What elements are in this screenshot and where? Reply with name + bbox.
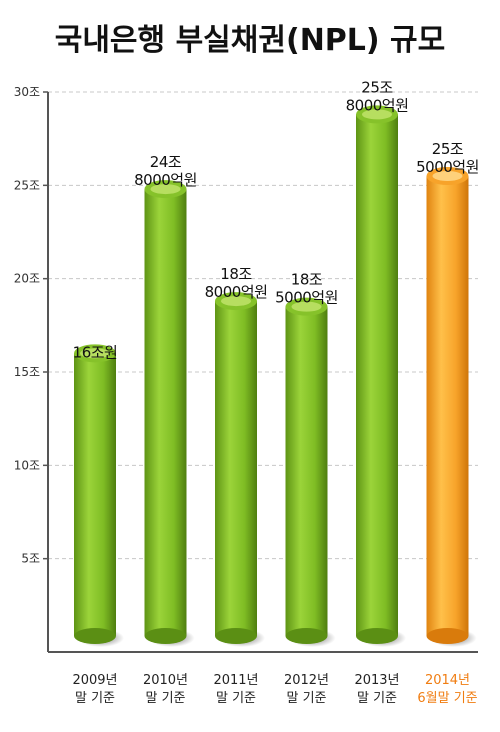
- y-tick-label: 25조: [14, 178, 40, 192]
- data-label: 24조: [150, 153, 182, 171]
- bars: [74, 105, 477, 647]
- bar-top-highlight: [80, 348, 110, 359]
- x-tick-label: 2013년: [354, 673, 399, 688]
- data-label: 5000억원: [416, 158, 479, 176]
- bar-5: [426, 167, 477, 647]
- data-labels: 16조원24조8000억원18조8000억원18조5000억원25조8000억원…: [73, 78, 480, 361]
- x-tick-label: 말 기준: [216, 691, 256, 706]
- bar-body: [74, 353, 116, 636]
- x-tick-label: 2014년: [425, 673, 470, 688]
- data-label: 8000억원: [346, 96, 409, 114]
- bar-1: [144, 180, 195, 647]
- bar-body: [144, 189, 187, 637]
- x-tick-label: 2010년: [143, 673, 188, 688]
- data-label: 18조: [220, 265, 252, 283]
- bar-bottom-cap: [426, 628, 469, 644]
- x-tick-label: 말 기준: [145, 691, 185, 706]
- bar-bottom-cap: [285, 628, 328, 644]
- bar-bottom-cap: [356, 628, 398, 644]
- x-tick-label: 2009년: [72, 673, 117, 688]
- bar-top-highlight: [432, 171, 463, 181]
- x-tick-label: 6월말 기준: [417, 691, 477, 706]
- bar-body: [285, 306, 328, 636]
- axes: 5조 10조 15조 20조 25조 30조: [14, 85, 478, 653]
- x-tick-label: 말 기준: [357, 691, 397, 706]
- data-label: 18조: [291, 271, 323, 289]
- bar-top-highlight: [150, 184, 181, 195]
- bar-bottom-cap: [74, 628, 116, 644]
- x-tick-label: 2011년: [213, 673, 258, 688]
- bar-3: [285, 297, 336, 647]
- bar-body: [356, 114, 398, 636]
- gridlines: [48, 91, 478, 560]
- data-label: 8000억원: [134, 171, 197, 189]
- bar-bottom-cap: [215, 628, 257, 644]
- x-tick-label: 2012년: [284, 673, 329, 688]
- y-tick-label: 15조: [14, 365, 40, 379]
- y-tick-label: 5조: [21, 552, 40, 566]
- bar-0: [74, 344, 124, 647]
- bar-top-highlight: [221, 296, 251, 307]
- bar-top-highlight: [291, 301, 322, 312]
- bar-4: [356, 105, 406, 647]
- y-tick-label: 10조: [14, 458, 40, 472]
- chart-title: 국내은행 부실채권(NPL) 규모: [55, 23, 446, 58]
- data-label: 16조원: [73, 343, 118, 361]
- bar-body: [215, 301, 257, 636]
- bar-body: [426, 176, 469, 636]
- y-tick-label: 20조: [14, 272, 40, 286]
- data-label: 25조: [432, 140, 464, 158]
- bar-2: [215, 292, 265, 647]
- data-label: 5000억원: [275, 289, 338, 307]
- data-label: 25조: [361, 78, 393, 96]
- bar-top-highlight: [362, 109, 392, 120]
- bar-bottom-cap: [144, 628, 187, 644]
- x-tick-label: 말 기준: [75, 691, 115, 706]
- x-tick-label: 말 기준: [286, 691, 326, 706]
- data-label: 8000억원: [205, 283, 268, 301]
- y-tick-label: 30조: [14, 85, 40, 99]
